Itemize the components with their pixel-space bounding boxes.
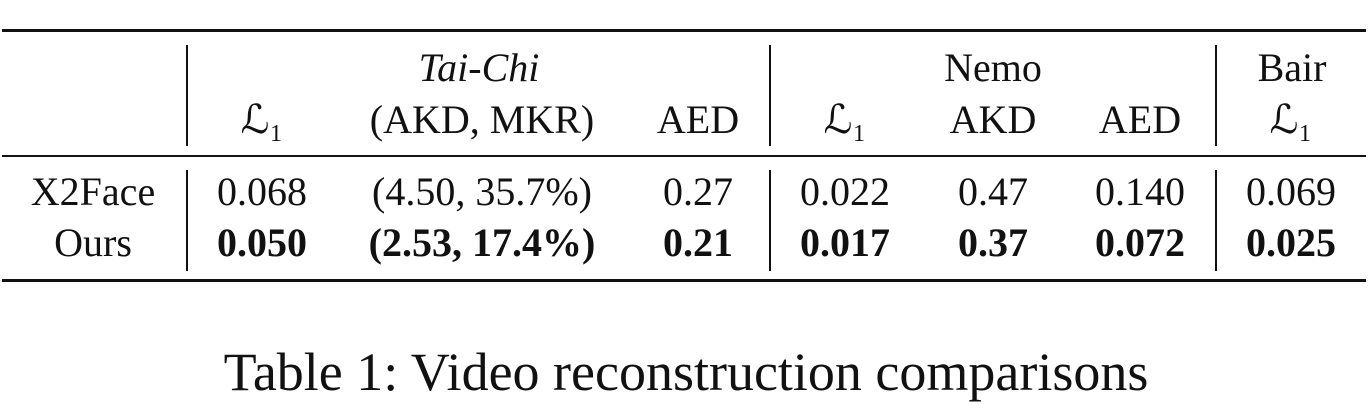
- cell: (2.53, 17.4%): [368, 220, 596, 265]
- column-header: ℒ₁: [1269, 97, 1313, 142]
- bottom-rule: [2, 279, 1366, 282]
- cell: 0.47: [958, 169, 1028, 214]
- cell: 0.140: [1095, 169, 1185, 214]
- divider: [186, 170, 188, 271]
- mid-rule: [2, 155, 1366, 157]
- group-header: Tai-Chi: [418, 45, 540, 90]
- column-header: (AKD, MKR): [369, 97, 595, 142]
- cell: (4.50, 35.7%): [372, 169, 592, 214]
- cell: 0.050: [217, 220, 307, 265]
- divider: [186, 45, 188, 146]
- column-header: AKD: [949, 97, 1037, 142]
- row-label: X2Face: [30, 169, 156, 214]
- column-header: ℒ₁: [823, 97, 867, 142]
- top-rule: [2, 29, 1366, 32]
- group-header: Bair: [1257, 45, 1327, 90]
- divider: [1215, 45, 1217, 146]
- cell: 0.072: [1095, 220, 1185, 265]
- cell: 0.022: [800, 169, 890, 214]
- cell: 0.069: [1246, 169, 1336, 214]
- row-label: Ours: [54, 220, 132, 265]
- cell: 0.21: [663, 220, 733, 265]
- column-header: AED: [1098, 97, 1182, 142]
- divider: [1215, 170, 1217, 271]
- divider: [769, 45, 771, 146]
- cell: 0.068: [217, 169, 307, 214]
- cell: 0.37: [958, 220, 1028, 265]
- column-header: AED: [656, 97, 740, 142]
- cell: 0.27: [663, 169, 733, 214]
- cell: 0.025: [1246, 220, 1336, 265]
- group-header: Nemo: [944, 45, 1042, 90]
- column-header: ℒ₁: [240, 97, 284, 142]
- divider: [769, 170, 771, 271]
- caption: Table 1: Video reconstruction comparison…: [223, 342, 1149, 402]
- cell: 0.017: [800, 220, 890, 265]
